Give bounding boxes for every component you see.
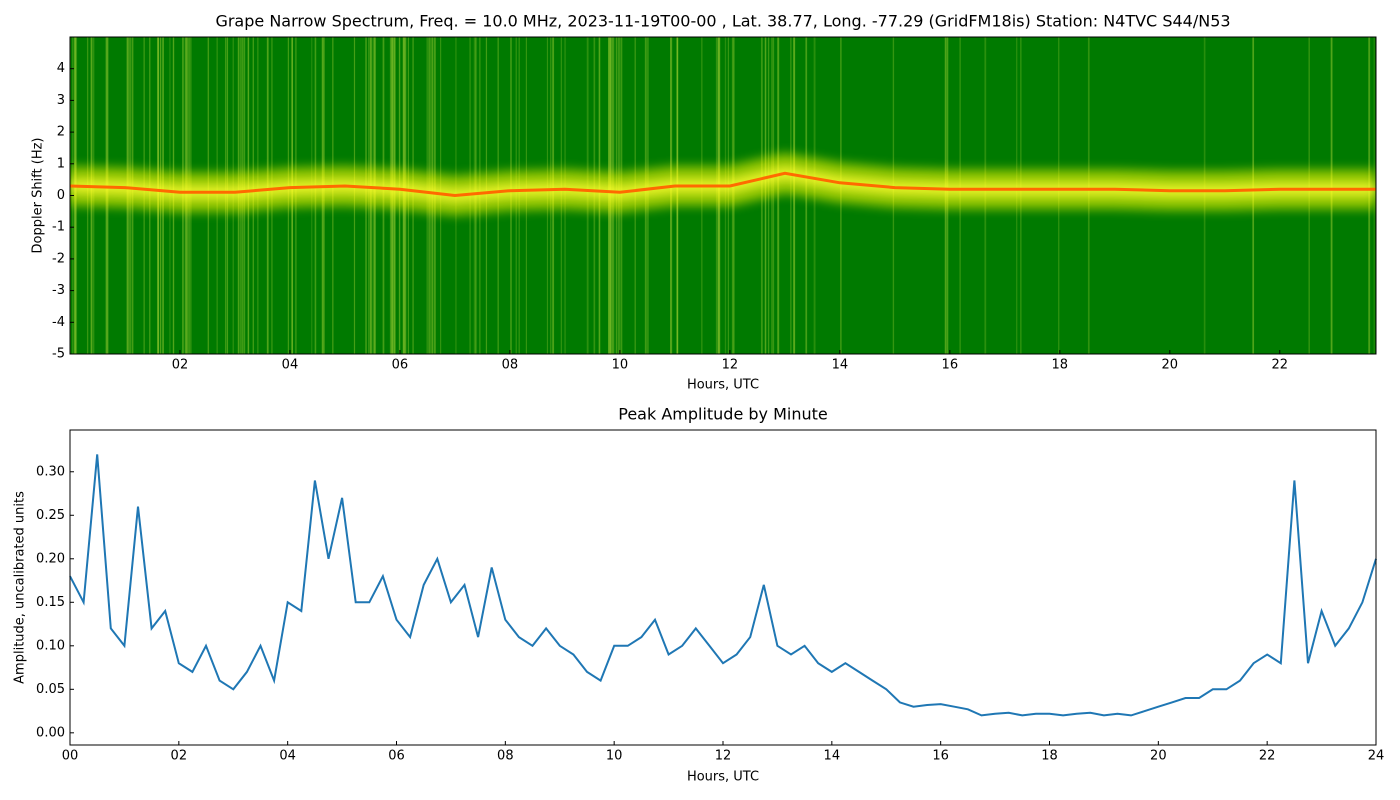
x-tick-label: 02 [171, 749, 188, 764]
y-tick-label: 0.20 [36, 551, 65, 566]
y-tick-label: -1 [52, 220, 65, 235]
x-tick-label: 18 [1052, 358, 1069, 373]
x-tick-label: 08 [502, 358, 519, 373]
chart-title: Peak Amplitude by Minute [618, 405, 828, 424]
x-tick-label: 12 [722, 358, 739, 373]
x-tick-label: 20 [1150, 749, 1167, 764]
x-tick-label: 16 [942, 358, 959, 373]
y-tick-label: 0.00 [36, 725, 65, 740]
y-tick-label: 1 [57, 156, 65, 171]
y-tick-label: 2 [57, 125, 65, 140]
y-tick-label: 0 [57, 188, 65, 203]
y-tick-label: 0.10 [36, 638, 65, 653]
y-axis-label: Doppler Shift (Hz) [31, 138, 46, 254]
amplitude-line [69, 454, 1377, 717]
chart-title: Grape Narrow Spectrum, Freq. = 10.0 MHz,… [215, 12, 1230, 31]
x-tick-label: 18 [1041, 749, 1058, 764]
y-tick-label: 0.05 [36, 682, 65, 697]
x-tick-label: 04 [282, 358, 299, 373]
x-tick-label: 06 [388, 749, 405, 764]
x-tick-label: 06 [392, 358, 409, 373]
y-tick-label: 0.15 [36, 595, 65, 610]
x-tick-label: 16 [932, 749, 949, 764]
y-tick-label: 0.30 [36, 464, 65, 479]
x-tick-label: 00 [62, 749, 79, 764]
x-tick-label: 22 [1259, 749, 1276, 764]
y-tick-label: 0.25 [36, 508, 65, 523]
y-tick-label: -2 [52, 251, 65, 266]
x-axis-label: Hours, UTC [687, 378, 759, 393]
x-tick-label: 10 [612, 358, 629, 373]
x-tick-label: 02 [172, 358, 189, 373]
x-tick-label: 04 [279, 749, 296, 764]
y-tick-label: -5 [52, 347, 65, 362]
y-tick-label: -4 [52, 315, 65, 330]
doppler-trace [70, 171, 1376, 198]
x-tick-label: 12 [715, 749, 732, 764]
x-tick-label: 20 [1162, 358, 1179, 373]
x-tick-label: 10 [606, 749, 623, 764]
x-tick-label: 14 [824, 749, 841, 764]
spectrogram-image [70, 37, 1376, 354]
y-tick-label: -3 [52, 283, 65, 298]
y-tick-label: 3 [57, 93, 65, 108]
plot-frame [69, 429, 1377, 746]
x-axis-label: Hours, UTC [687, 770, 759, 785]
x-tick-label: 24 [1368, 749, 1385, 764]
x-tick-label: 22 [1271, 358, 1288, 373]
y-axis-label: Amplitude, uncalibrated units [13, 491, 28, 684]
y-tick-label: 4 [57, 61, 65, 76]
x-tick-label: 14 [832, 358, 849, 373]
x-tick-label: 08 [497, 749, 514, 764]
